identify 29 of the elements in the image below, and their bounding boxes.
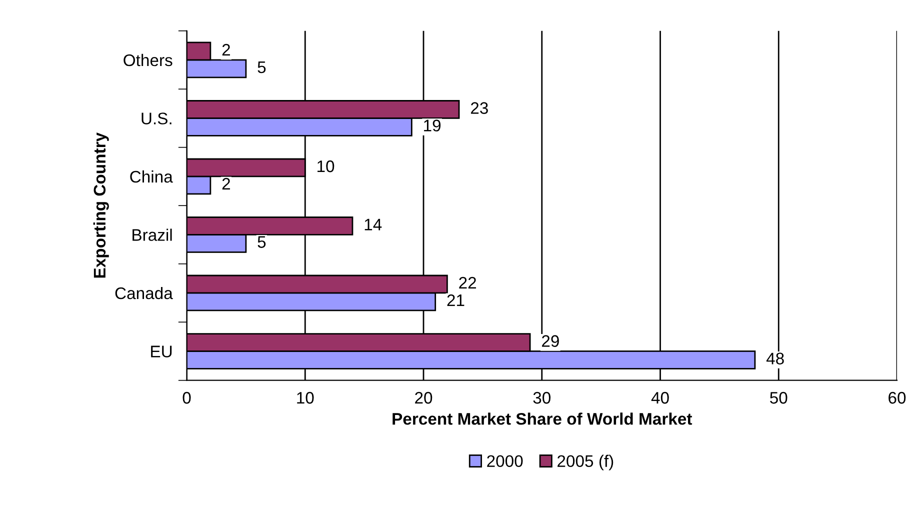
y-tick-label: Others (124, 54, 172, 66)
data-label: 5 (258, 236, 266, 248)
x-tick-label: 60 (888, 392, 906, 404)
data-label: 2 (222, 178, 230, 190)
data-label: 48 (766, 352, 784, 364)
y-tick-label: U.S. (142, 112, 172, 124)
x-tick-label: 30 (533, 392, 550, 404)
data-label: 2 (222, 44, 230, 56)
data-label: 21 (447, 294, 464, 306)
data-label: 22 (459, 276, 476, 289)
x-tick-label: 10 (297, 392, 314, 404)
data-label: 14 (364, 218, 382, 230)
x-tick-label: 0 (182, 392, 191, 404)
data-label: 10 (318, 160, 334, 172)
x-tick-label: 50 (770, 392, 788, 404)
x-axis-title: Percent Market Share of World Market (392, 412, 692, 425)
legend-label: 2005 (f) (558, 454, 614, 470)
x-tick-label: 20 (415, 392, 432, 404)
data-label: 29 (542, 335, 559, 347)
y-tick-label: EU (151, 346, 172, 358)
data-label: 19 (424, 120, 441, 132)
legend-label: 2000 (487, 455, 523, 468)
y-tick-label: Canada (115, 286, 173, 300)
x-tick-label: 40 (651, 392, 669, 404)
y-tick-label: Brazil (132, 228, 172, 241)
data-label: 5 (258, 62, 266, 74)
data-label: 23 (470, 102, 488, 114)
y-axis-title: Exporting Country (93, 132, 109, 278)
y-tick-label: China (130, 170, 173, 183)
